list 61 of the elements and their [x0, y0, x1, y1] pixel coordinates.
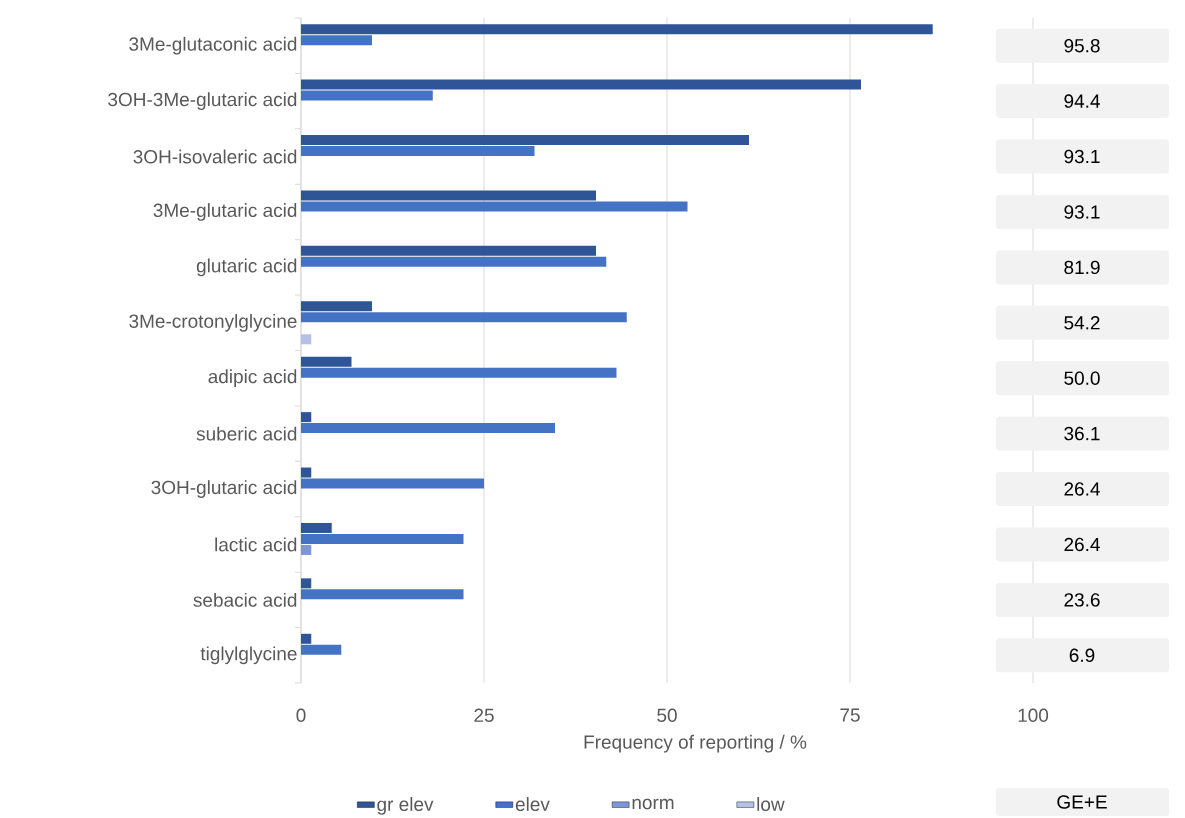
text: 95.8 [1064, 38, 1100, 53]
text: 26.4 [1064, 537, 1100, 552]
text: 94.4 [1064, 94, 1100, 108]
y-tick-label: 3OH-3Me-glutaric acid [108, 92, 297, 110]
bar [301, 190, 596, 201]
text: 93.1 [1064, 149, 1100, 164]
bar [301, 35, 373, 46]
text: 93.1 [1064, 205, 1100, 219]
y-tick-label: 3OH-glutaric acid [151, 480, 297, 498]
bar [301, 533, 464, 544]
text: 81.9 [1064, 260, 1100, 275]
bar [301, 589, 464, 600]
x-tick-label: 75 [840, 708, 860, 722]
y-tick-label: sebacic acid [193, 592, 297, 607]
bar [301, 334, 312, 345]
legend-label: norm [632, 798, 674, 810]
bar [301, 578, 312, 589]
bar [301, 467, 312, 478]
bar [301, 146, 535, 157]
bar [301, 24, 933, 35]
y-tick-label: tiglylglycine [200, 646, 297, 665]
bar [301, 135, 749, 146]
legend-label: elev [515, 797, 550, 812]
x-tick-label: 100 [1018, 708, 1049, 722]
y-tick-label: 3Me-glutaconic acid [129, 36, 297, 55]
bar [301, 201, 688, 212]
y-tick-label: 3Me-crotonylglycine [129, 313, 297, 332]
bar [301, 356, 352, 367]
x-tick-label: 50 [657, 708, 677, 722]
bar [301, 245, 596, 256]
text: 54.2 [1064, 316, 1100, 330]
y-tick-label: glutaric acid [196, 258, 297, 277]
text: 50.0 [1064, 371, 1100, 385]
bar [301, 312, 627, 323]
x-tick-label: 25 [474, 708, 494, 722]
y-tick-label: 3OH-isovaleric acid [133, 149, 297, 164]
legend-label: low [757, 797, 785, 812]
y-tick-label: 3Me-glutaric acid [153, 203, 297, 221]
bar [301, 90, 433, 101]
text: 26.4 [1064, 482, 1100, 496]
x-axis-title: Frequency of reporting / % [584, 734, 807, 753]
text: GE+E [1057, 795, 1107, 809]
x-tick-label: 0 [296, 708, 306, 722]
bar [301, 478, 485, 489]
bar [301, 412, 312, 423]
bar [301, 522, 332, 533]
bar [301, 256, 607, 267]
text: 6.9 [1069, 648, 1095, 663]
bar [301, 423, 556, 434]
text: 23.6 [1064, 593, 1100, 607]
bar [301, 301, 373, 312]
legend-label: gr elev [377, 797, 434, 815]
y-tick-label: adipic acid [208, 369, 297, 388]
y-tick-label: suberic acid [196, 426, 297, 441]
y-tick-label: lactic acid [215, 537, 297, 552]
bar [301, 79, 861, 90]
bar [301, 367, 617, 378]
bar [301, 544, 312, 555]
bar [301, 633, 312, 644]
text: 36.1 [1064, 426, 1100, 441]
bar [301, 644, 342, 655]
